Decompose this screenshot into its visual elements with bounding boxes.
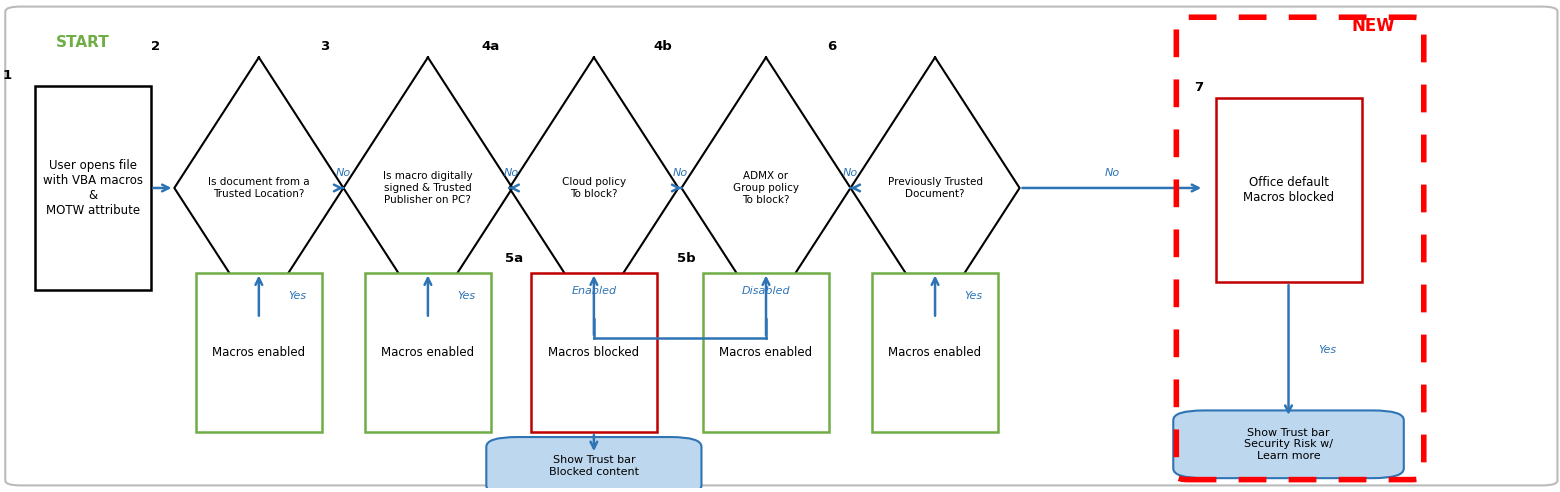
FancyBboxPatch shape <box>530 273 657 432</box>
FancyBboxPatch shape <box>487 437 702 492</box>
Text: Enabled: Enabled <box>571 286 616 296</box>
Text: 5a: 5a <box>505 252 523 265</box>
Text: 1: 1 <box>3 68 12 82</box>
FancyBboxPatch shape <box>872 273 998 432</box>
Text: Yes: Yes <box>964 291 983 301</box>
Text: Office default
Macros blocked: Office default Macros blocked <box>1243 176 1334 204</box>
FancyBboxPatch shape <box>36 87 150 289</box>
Text: 7: 7 <box>1193 81 1203 93</box>
Text: Macros enabled: Macros enabled <box>212 346 306 359</box>
Text: User opens file
with VBA macros
&
MOTW attribute: User opens file with VBA macros & MOTW a… <box>42 159 144 217</box>
FancyBboxPatch shape <box>5 6 1557 486</box>
Text: Macros blocked: Macros blocked <box>548 346 640 359</box>
FancyBboxPatch shape <box>365 273 491 432</box>
Text: No: No <box>1104 168 1120 179</box>
Text: 2: 2 <box>151 39 161 53</box>
Text: Is document from a
Trusted Location?: Is document from a Trusted Location? <box>207 177 310 199</box>
Text: Yes: Yes <box>1318 345 1335 355</box>
Text: Macros enabled: Macros enabled <box>889 346 981 359</box>
Text: Previously Trusted
Document?: Previously Trusted Document? <box>888 177 983 199</box>
Text: 4a: 4a <box>482 39 501 53</box>
Text: Disabled: Disabled <box>741 286 791 296</box>
FancyBboxPatch shape <box>197 273 321 432</box>
Text: Show Trust bar
Security Risk w/
Learn more: Show Trust bar Security Risk w/ Learn mo… <box>1243 428 1334 461</box>
Text: NEW: NEW <box>1351 17 1395 35</box>
Text: Yes: Yes <box>289 291 306 301</box>
Text: Yes: Yes <box>457 291 476 301</box>
Text: 6: 6 <box>827 39 836 53</box>
FancyBboxPatch shape <box>1173 410 1404 478</box>
Text: No: No <box>842 168 858 179</box>
Text: 4b: 4b <box>654 39 672 53</box>
Text: No: No <box>335 168 351 179</box>
Text: START: START <box>56 35 109 50</box>
Text: Macros enabled: Macros enabled <box>381 346 474 359</box>
FancyBboxPatch shape <box>1215 98 1362 282</box>
Text: ADMX or
Group policy
To block?: ADMX or Group policy To block? <box>733 171 799 205</box>
Text: No: No <box>504 168 518 179</box>
Text: Show Trust bar
Blocked content: Show Trust bar Blocked content <box>549 455 640 477</box>
FancyBboxPatch shape <box>704 273 828 432</box>
Text: 3: 3 <box>320 39 329 53</box>
Text: Is macro digitally
signed & Trusted
Publisher on PC?: Is macro digitally signed & Trusted Publ… <box>384 171 473 205</box>
Text: No: No <box>672 168 688 179</box>
Text: 5b: 5b <box>677 252 696 265</box>
Text: Macros enabled: Macros enabled <box>719 346 813 359</box>
Text: Cloud policy
To block?: Cloud policy To block? <box>562 177 626 199</box>
